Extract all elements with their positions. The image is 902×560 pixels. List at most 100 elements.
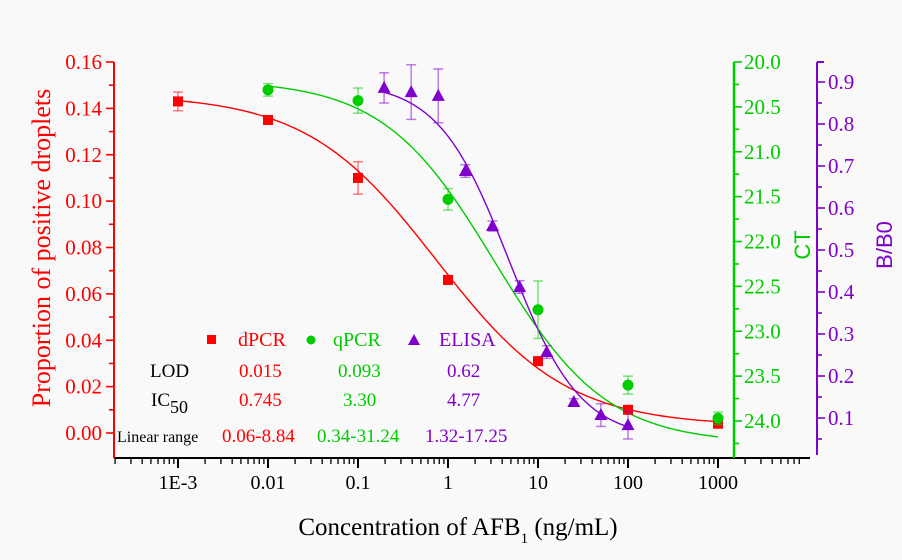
- lod-label: LOD: [150, 361, 189, 382]
- left-tick-label: 0.12: [65, 143, 102, 167]
- legend-label-dpcr: dPCR: [238, 329, 286, 351]
- ct-tick-label: 20.0: [744, 50, 781, 74]
- ic50-label: IC50: [151, 390, 188, 417]
- bb0-tick-label: 0.9: [828, 70, 854, 94]
- left-tick-label: 0.16: [65, 50, 102, 74]
- bb0-tick-label: 0.8: [828, 112, 854, 136]
- marker-square-dpcr: [263, 114, 273, 125]
- data-point-qpcr: [622, 375, 634, 395]
- left-tick-label: 0.04: [65, 328, 102, 352]
- bb0-tick-label: 0.2: [828, 364, 854, 388]
- linear-range-elisa: 1.32-17.25: [425, 426, 507, 447]
- marker-triangle-elisa: [486, 219, 500, 232]
- data-point-qpcr: [442, 187, 454, 211]
- stats-table: LOD 0.015 0.093 0.62 IC50 0.745 3.30 4.7…: [117, 361, 507, 447]
- ct-tick-label: 22.5: [744, 274, 781, 298]
- x-tick-label: 10: [528, 472, 548, 494]
- lod-qpcr: 0.093: [338, 361, 381, 382]
- data-point-dpcr: [533, 356, 543, 367]
- lod-dpcr: 0.015: [239, 361, 282, 382]
- left-tick-label: 0.00: [65, 421, 102, 445]
- marker-triangle-elisa: [540, 345, 554, 358]
- x-axis-title-sub: 1: [521, 531, 529, 547]
- axes: 1E-3 0.01 0.1 1 10 100 1000 0.00 0.02 0.04 0.06 0.0…: [65, 50, 855, 494]
- left-tick-label: 0.10: [65, 189, 102, 213]
- marker-square-dpcr: [623, 404, 633, 415]
- left-tick-label: 0.14: [65, 96, 102, 120]
- marker-square-dpcr: [443, 274, 453, 285]
- data-point-qpcr: [532, 280, 544, 340]
- x-tick-label: 100: [613, 472, 643, 494]
- x-tick-label: 1: [443, 472, 453, 494]
- x-tick-label: 1000: [698, 472, 738, 494]
- data-point-elisa: [377, 72, 391, 104]
- marker-square-dpcr: [173, 96, 183, 107]
- ic50-qpcr: 3.30: [343, 390, 376, 411]
- marker-circle-qpcr: [622, 379, 634, 391]
- linear-range-dpcr: 0.06-8.84: [222, 426, 295, 447]
- bb0-tick-label: 0.1: [828, 406, 854, 430]
- x-tick-label: 1E-3: [159, 472, 198, 494]
- data-point-elisa: [513, 279, 527, 295]
- bb0-tick-label: 0.6: [828, 196, 854, 220]
- lod-elisa: 0.62: [447, 361, 480, 382]
- marker-square-dpcr: [353, 172, 363, 183]
- ic50-label-main: IC: [151, 390, 170, 411]
- legend-label-elisa: ELISA: [439, 329, 496, 351]
- marker-triangle-elisa: [431, 88, 445, 101]
- data-point-elisa: [404, 64, 418, 121]
- data-point-qpcr: [712, 411, 724, 426]
- fit-curves: [177, 85, 719, 438]
- data-point-elisa: [486, 219, 500, 232]
- x-tick-label: 0.01: [251, 472, 286, 494]
- ct-tick-label: 21.5: [744, 185, 781, 209]
- marker-triangle-elisa: [594, 408, 608, 421]
- marker-square-dpcr: [533, 356, 543, 367]
- marker-triangle-elisa: [458, 164, 472, 177]
- marker-triangle-elisa: [621, 418, 635, 431]
- bb0-tick-label: 0.7: [828, 154, 854, 178]
- data-point-qpcr: [352, 87, 364, 114]
- marker-circle-qpcr: [712, 412, 724, 424]
- ct-tick-label: 23.5: [744, 364, 781, 388]
- ct-tick-label: 22.0: [744, 230, 781, 254]
- bb0-tick-label: 0.4: [828, 280, 855, 304]
- x-axis-title-unit: (ng/mL): [528, 514, 618, 541]
- marker-circle-qpcr: [352, 95, 364, 107]
- fit-curve-qpcr: [267, 85, 719, 438]
- data-point-elisa: [594, 402, 608, 428]
- x-axis-title-main: Concentration of AFB: [298, 514, 520, 541]
- ct-tick-label: 21.0: [744, 140, 781, 164]
- data-point-elisa: [540, 345, 554, 360]
- data-point-elisa: [621, 410, 635, 440]
- marker-circle-qpcr: [442, 193, 454, 205]
- ic50-elisa: 4.77: [447, 390, 480, 411]
- ic50-dpcr: 0.745: [239, 390, 282, 411]
- legend-marker-dpcr: [207, 335, 216, 344]
- marker-circle-qpcr: [262, 84, 274, 96]
- data-point-elisa: [431, 68, 445, 124]
- data-points: [173, 64, 724, 440]
- ic50-label-sub: 50: [170, 397, 188, 417]
- left-tick-label: 0.08: [65, 236, 102, 260]
- marker-triangle-elisa: [404, 85, 418, 98]
- data-point-dpcr: [263, 114, 273, 125]
- legend-label-qpcr: qPCR: [333, 329, 381, 351]
- marker-circle-qpcr: [532, 304, 544, 316]
- bb0-tick-label: 0.3: [828, 322, 854, 346]
- data-point-elisa: [567, 395, 581, 408]
- left-tick-label: 0.02: [65, 375, 102, 399]
- ct-tick-label: 23.0: [744, 319, 781, 343]
- marker-triangle-elisa: [513, 279, 527, 292]
- data-point-dpcr: [353, 160, 363, 195]
- left-tick-label: 0.06: [65, 282, 102, 306]
- x-tick-label: 0.1: [346, 472, 371, 494]
- left-axis-title: Proportion of positive droplets: [27, 89, 56, 407]
- data-point-dpcr: [173, 91, 183, 112]
- marker-triangle-elisa: [567, 395, 581, 408]
- linear-range-qpcr: 0.34-31.24: [317, 426, 400, 447]
- fit-curve-elisa: [383, 91, 629, 428]
- legend-marker-elisa: [408, 334, 420, 345]
- data-point-qpcr: [262, 82, 274, 97]
